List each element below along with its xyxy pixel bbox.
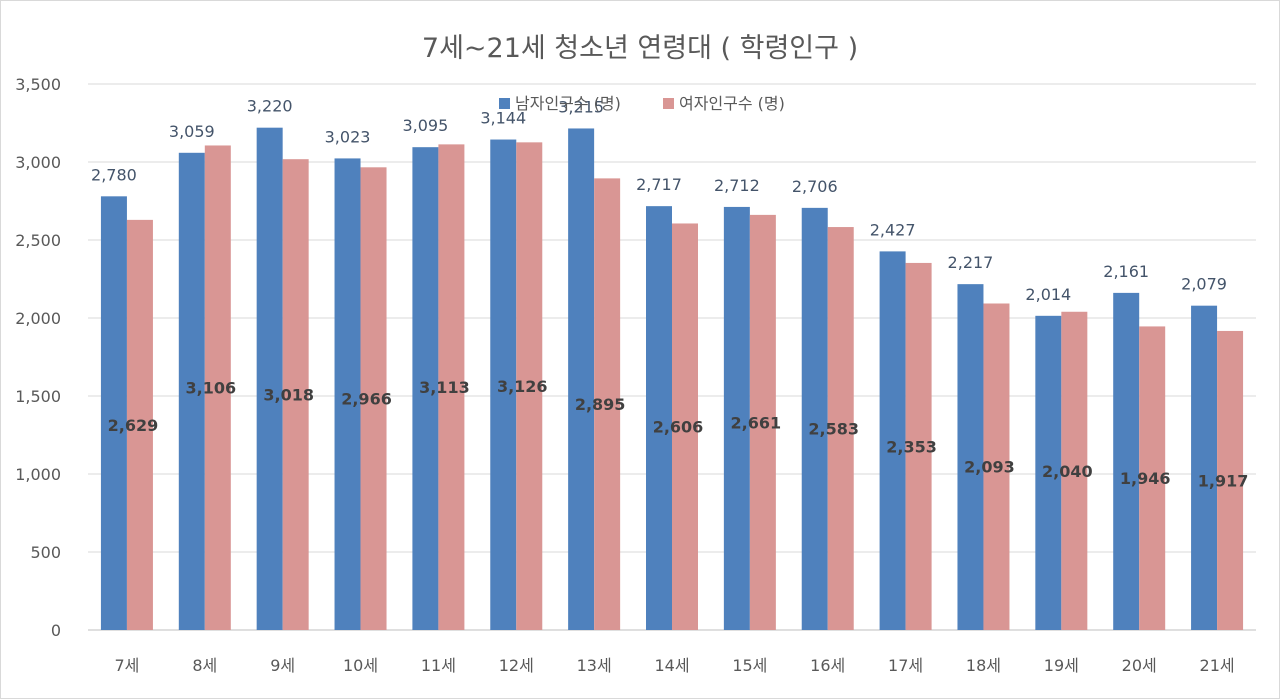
bar-male [1191,305,1218,630]
data-label-female: 1,946 [1120,469,1171,488]
legend: 남자인구수 (명) 여자인구수 (명) [499,94,785,113]
y-tick-label: 3,500 [15,75,61,94]
bar-female [983,303,1010,630]
bars [100,127,1244,631]
data-label-female: 2,661 [731,413,782,432]
data-label-female: 3,106 [185,379,236,398]
bar-female [827,227,854,630]
x-tick-label: 8세 [192,656,217,675]
bar-female [438,144,465,630]
data-label-male: 3,023 [325,127,371,146]
bar-female [204,145,231,631]
x-tick-label: 12세 [499,656,534,675]
bar-male [334,158,361,631]
x-tick-label: 7세 [114,656,139,675]
data-label-female: 2,606 [653,418,704,437]
data-label-female: 2,040 [1042,462,1093,481]
x-tick-label: 19세 [1044,656,1079,675]
bar-female [126,219,153,630]
legend-swatch [499,98,510,109]
x-tick-label: 20세 [1122,656,1157,675]
legend-swatch [663,98,674,109]
y-axis-ticks: 0 500 1,000 1,500 2,000 2,500 3,000 3,500 [15,75,61,640]
x-tick-label: 11세 [421,656,456,675]
bar-male [568,128,595,630]
bar-male [412,147,439,630]
bar-male [801,207,828,630]
data-label-male: 2,014 [1025,285,1071,304]
x-tick-label: 18세 [966,656,1001,675]
bar-female [594,178,621,630]
bar-male [879,251,906,630]
bar-female [1139,326,1166,630]
data-label-female: 2,895 [575,395,626,414]
bar-male [256,127,283,631]
data-label-male: 2,780 [91,165,137,184]
bar-male [646,206,672,630]
x-tick-label: 14세 [654,656,689,675]
bar-male [957,284,984,630]
y-tick-label: 2,000 [15,309,61,328]
x-tick-label: 13세 [577,656,612,675]
x-tick-label: 10세 [343,656,378,675]
legend-item-male: 남자인구수 (명) [515,94,621,113]
data-labels: 2,780 2,629 3,059 3,106 3,220 3,018 3,023 2,966… [91,97,1248,491]
chart-title: 7세~21세 청소년 연령대 ( 학령인구 ) [422,33,858,64]
bar-female [360,167,387,630]
data-label-male: 2,079 [1181,275,1227,294]
y-tick-label: 1,000 [15,465,61,484]
y-tick-label: 500 [30,543,61,562]
x-tick-label: 16세 [810,656,845,675]
data-label-female: 2,629 [108,416,159,435]
bar-female [905,262,932,630]
bar-male [1113,292,1140,630]
x-tick-label: 15세 [732,656,767,675]
y-tick-label: 0 [51,621,61,640]
data-label-male: 2,712 [714,176,760,195]
bar-male [723,206,750,631]
bar-male [1035,315,1062,630]
data-label-male: 3,059 [169,122,215,141]
data-label-female: 2,093 [964,458,1015,477]
x-axis-ticks: 7세 8세 9세 10세 11세 12세 13세 14세 15세 16세 17세 18세 19세 20세 2… [114,656,1234,675]
bar-female [1061,311,1088,630]
data-label-female: 2,583 [808,420,859,439]
data-label-male: 2,217 [948,253,994,272]
bar-male [490,139,517,630]
data-label-female: 3,113 [419,378,470,397]
x-tick-label: 17세 [888,656,923,675]
x-tick-label: 21세 [1200,656,1235,675]
x-tick-label: 9세 [270,656,295,675]
y-tick-label: 1,500 [15,387,61,406]
data-label-male: 3,215 [558,97,604,116]
bar-male [100,196,127,630]
data-label-female: 2,353 [886,437,937,456]
data-label-male: 3,095 [402,116,448,135]
bar-female [516,142,543,630]
bar-female [282,159,309,630]
data-label-male: 2,706 [792,177,838,196]
bar-female [749,214,776,630]
data-label-female: 2,966 [341,390,392,409]
data-label-male: 2,717 [636,175,682,194]
y-tick-label: 3,000 [15,153,61,172]
bar-male [178,152,205,630]
data-label-female: 1,917 [1198,471,1249,490]
data-label-female: 3,126 [497,377,548,396]
y-tick-label: 2,500 [15,231,61,250]
bar-female [672,223,698,631]
bar-female [1217,330,1244,630]
data-label-male: 2,161 [1103,262,1149,281]
legend-item-female: 여자인구수 (명) [679,94,785,113]
data-label-female: 3,018 [263,386,314,405]
data-label-male: 3,144 [480,109,526,128]
data-label-male: 3,220 [247,97,293,116]
data-label-male: 2,427 [870,220,916,239]
